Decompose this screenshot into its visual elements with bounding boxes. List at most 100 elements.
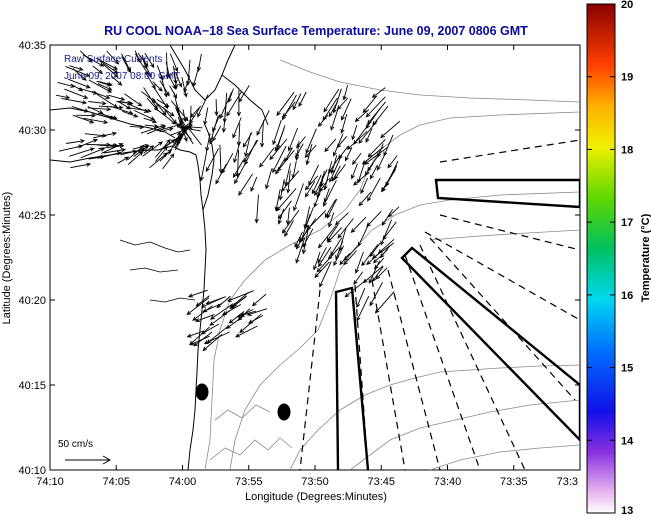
current-vector-arrow [165,52,170,80]
current-vector-arrow [380,120,401,139]
current-vector-arrow [324,138,337,153]
current-vector-arrow [72,114,95,124]
x-tick-label: 74:00 [169,476,197,488]
colorbar-tick-label: 15 [621,363,633,375]
current-vector-arrow [284,163,291,187]
current-vector-arrow [285,207,291,226]
current-vector-arrow [87,107,112,112]
current-vector-arrow [228,311,245,324]
current-vector-arrow [277,208,285,225]
current-vector-arrow [250,176,258,192]
current-vector-arrow [172,65,178,85]
current-vector-arrow [117,156,130,164]
current-vector-arrow [221,304,242,316]
current-vector-arrow [356,295,370,322]
current-vector-arrow [369,281,383,307]
current-vector-arrow [337,218,354,239]
current-vector-arrow [102,63,119,78]
current-vector-arrow [88,79,113,93]
current-vector-arrow [326,224,339,242]
y-tick-label: 40:35 [18,40,46,52]
x-tick-label: 73:50 [301,476,329,488]
current-vector-arrow [244,139,258,166]
current-vector-arrow [304,180,316,198]
river-lines [119,239,196,303]
current-vector-arrow [182,109,187,123]
x-tick-label: 74:10 [36,476,64,488]
current-vector-arrow [259,120,265,148]
current-vector-arrow [233,141,241,164]
current-vector-arrow [336,97,349,110]
current-vector-arrow [197,94,209,118]
current-vector-arrow [91,90,111,99]
current-vector-arrow [323,161,333,191]
current-vector-arrow [186,330,204,338]
current-vector-arrow [155,138,171,158]
current-vector-arrow [329,154,343,183]
sandy-hook [202,124,215,211]
current-vector-arrow [243,140,259,163]
current-vector-arrow [365,128,373,143]
current-vector-arrow [212,125,222,142]
current-vector-arrow [371,87,386,98]
current-vector-arrow [272,145,287,174]
x-tick-label: 73:40 [434,476,462,488]
current-vector-arrow [219,91,233,120]
current-vector-arrow [366,210,382,228]
current-vector-arrow [134,110,156,121]
current-vector-arrow [76,113,97,118]
current-vector-arrow [69,65,84,71]
current-vector-arrow [331,165,341,182]
current-vector-arrow [287,127,299,152]
x-tick-label: 74:05 [102,476,130,488]
current-vector-arrow [203,107,209,126]
current-vector-arrow [343,250,358,266]
current-vector-arrow [272,120,282,146]
current-vector-arrow [209,303,234,320]
current-vector-arrow [235,325,258,338]
current-vector-arrow [357,161,366,184]
current-vector-arrow [162,106,178,125]
current-vector-arrow [137,52,149,68]
current-vector-arrow [186,297,210,316]
current-vector-arrow [354,109,370,123]
current-vector-arrow [142,141,164,157]
current-vector-arrow [203,331,230,345]
current-vector-arrow [274,127,285,152]
current-vector-arrow [328,212,335,228]
current-vector-arrow [98,143,125,150]
current-vector-arrow [205,133,211,152]
current-vector-arrow [83,117,109,125]
current-vector-arrow [214,99,219,117]
current-vector-arrow [286,170,291,194]
current-vector-arrow [345,147,353,162]
current-vector-arrow [317,225,337,249]
current-vector-arrow [162,153,175,170]
current-vector-arrow [381,209,394,226]
current-vector-arrow [128,103,149,113]
current-vector-arrow [232,295,247,308]
current-vector-arrow [67,78,91,89]
current-vector-arrow [282,101,296,118]
current-vector-arrow [338,227,347,252]
current-vector-arrow [205,296,226,305]
current-vector-arrow [281,209,300,234]
current-vector-arrow [372,105,389,126]
current-vector-arrow [276,91,295,117]
current-vector-arrow [234,164,246,185]
current-vector-arrow [371,266,384,282]
colorbar-gradient [586,3,616,514]
y-tick-label: 40:15 [18,380,46,392]
y-tick-label: 40:30 [18,125,46,137]
current-vector-arrow [319,170,325,188]
current-vector-arrow [239,313,262,334]
current-vector-arrow [328,155,341,174]
current-vector-arrow [106,50,120,65]
current-vector-arrow [121,53,131,72]
current-vector-arrow [156,65,164,81]
colorbar-tick-label: 18 [621,144,633,156]
current-vector-arrow [274,189,281,212]
current-vector-arrow [232,159,244,178]
current-vector-arrow [302,228,314,248]
